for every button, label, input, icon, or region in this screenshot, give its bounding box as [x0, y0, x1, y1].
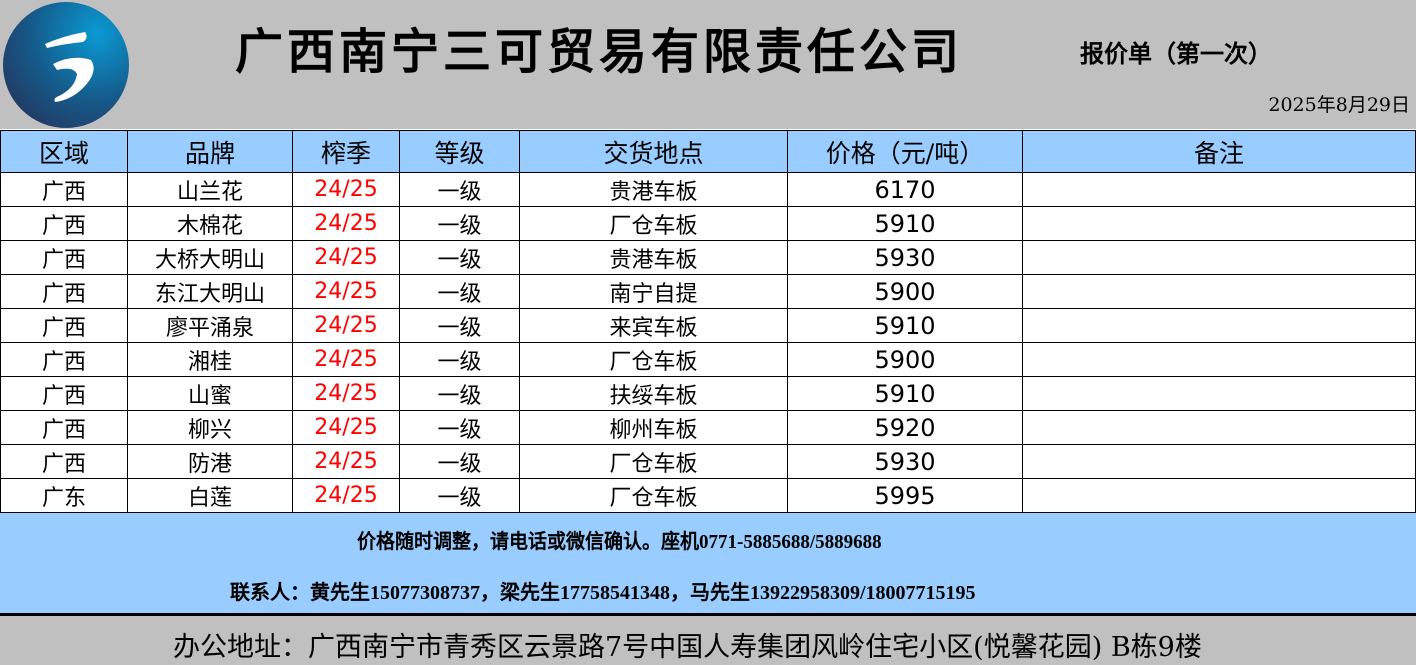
brand-cell: 湘桂 — [127, 342, 293, 377]
column-header: 区域 — [0, 130, 128, 173]
season-cell: 24/25 — [292, 274, 400, 309]
delivery-location-cell: 厂仓车板 — [519, 478, 788, 513]
remarks-cell — [1022, 172, 1416, 207]
grade-cell: 一级 — [399, 172, 520, 207]
delivery-location-cell: 来宾车板 — [519, 308, 788, 343]
region-cell: 广西 — [0, 240, 128, 275]
grade-cell: 一级 — [399, 342, 520, 377]
company-name: 广西南宁三可贸易有限责任公司 — [235, 24, 964, 80]
season-cell: 24/25 — [292, 308, 400, 343]
table-row: 广西 木棉花 24/25 一级 厂仓车板 5910 — [0, 206, 1416, 241]
delivery-location-cell: 柳州车板 — [519, 410, 788, 445]
price-table: 区域 品牌 榨季 等级 交货地点 价格（元/吨） 备注 广西 山兰花 24/25 一级 贵港车板 61… — [0, 130, 1416, 513]
sanke-logo-icon — [3, 2, 129, 128]
brand-cell: 廖平涌泉 — [127, 308, 293, 343]
price-cell: 5920 — [787, 410, 1023, 445]
grade-cell: 一级 — [399, 308, 520, 343]
quote-date: 2025年8月29日 — [1268, 94, 1410, 116]
delivery-location-cell: 贵港车板 — [519, 240, 788, 275]
delivery-location-cell: 贵港车板 — [519, 172, 788, 207]
table-row: 广西 湘桂 24/25 一级 厂仓车板 5900 — [0, 342, 1416, 377]
table-row: 广西 廖平涌泉 24/25 一级 来宾车板 5910 — [0, 308, 1416, 343]
table-row: 广西 山蜜 24/25 一级 扶绥车板 5910 — [0, 376, 1416, 411]
brand-cell: 山兰花 — [127, 172, 293, 207]
table-row: 广西 柳兴 24/25 一级 柳州车板 5920 — [0, 410, 1416, 445]
office-address: 办公地址：广西南宁市青秀区云景路7号中国人寿集团风岭住宅小区(悦馨花园) B栋9… — [173, 632, 1202, 663]
table-row: 广东 白莲 24/25 一级 厂仓车板 5995 — [0, 478, 1416, 513]
region-cell: 广西 — [0, 342, 128, 377]
column-header: 等级 — [399, 130, 520, 173]
price-cell: 5930 — [787, 444, 1023, 479]
table-row: 广西 山兰花 24/25 一级 贵港车板 6170 — [0, 172, 1416, 207]
delivery-location-cell: 扶绥车板 — [519, 376, 788, 411]
price-cell: 5910 — [787, 206, 1023, 241]
grade-cell: 一级 — [399, 240, 520, 275]
season-cell: 24/25 — [292, 342, 400, 377]
brand-cell: 木棉花 — [127, 206, 293, 241]
price-cell: 5900 — [787, 342, 1023, 377]
grade-cell: 一级 — [399, 410, 520, 445]
remarks-cell — [1022, 410, 1416, 445]
table-header-row: 区域 品牌 榨季 等级 交货地点 价格（元/吨） 备注 — [0, 130, 1416, 173]
region-cell: 广东 — [0, 478, 128, 513]
region-cell: 广西 — [0, 376, 128, 411]
remarks-cell — [1022, 240, 1416, 275]
document-type: 报价单（第一次） — [1080, 39, 1272, 68]
grade-cell: 一级 — [399, 206, 520, 241]
remarks-cell — [1022, 274, 1416, 309]
price-notice: 价格随时调整，请电话或微信确认。座机0771-5885688/5889688 — [357, 531, 882, 553]
price-cell: 5910 — [787, 308, 1023, 343]
grade-cell: 一级 — [399, 274, 520, 309]
brand-cell: 山蜜 — [127, 376, 293, 411]
price-cell: 5900 — [787, 274, 1023, 309]
region-cell: 广西 — [0, 206, 128, 241]
delivery-location-cell: 厂仓车板 — [519, 342, 788, 377]
column-header: 交货地点 — [519, 130, 788, 173]
delivery-location-cell: 南宁自提 — [519, 274, 788, 309]
brand-cell: 防港 — [127, 444, 293, 479]
header: 广西南宁三可贸易有限责任公司 报价单（第一次） 2025年8月29日 — [0, 0, 1416, 129]
column-header: 品牌 — [127, 130, 293, 173]
season-cell: 24/25 — [292, 478, 400, 513]
remarks-cell — [1022, 342, 1416, 377]
contacts: 联系人：黄先生15077308737，梁先生17758541348，马先生139… — [230, 582, 976, 604]
brand-cell: 柳兴 — [127, 410, 293, 445]
remarks-cell — [1022, 206, 1416, 241]
remarks-cell — [1022, 308, 1416, 343]
season-cell: 24/25 — [292, 172, 400, 207]
season-cell: 24/25 — [292, 206, 400, 241]
footer: 办公地址：广西南宁市青秀区云景路7号中国人寿集团风岭住宅小区(悦馨花园) B栋9… — [0, 616, 1416, 665]
remarks-cell — [1022, 478, 1416, 513]
table-row: 广西 东江大明山 24/25 一级 南宁自提 5900 — [0, 274, 1416, 309]
brand-cell: 东江大明山 — [127, 274, 293, 309]
region-cell: 广西 — [0, 308, 128, 343]
delivery-location-cell: 厂仓车板 — [519, 444, 788, 479]
table-row: 广西 防港 24/25 一级 厂仓车板 5930 — [0, 444, 1416, 479]
brand-cell: 大桥大明山 — [127, 240, 293, 275]
column-header: 榨季 — [292, 130, 400, 173]
notes: 价格随时调整，请电话或微信确认。座机0771-5885688/5889688 联… — [0, 513, 1416, 616]
season-cell: 24/25 — [292, 444, 400, 479]
season-cell: 24/25 — [292, 240, 400, 275]
price-cell: 5910 — [787, 376, 1023, 411]
region-cell: 广西 — [0, 172, 128, 207]
region-cell: 广西 — [0, 274, 128, 309]
price-cell: 6170 — [787, 172, 1023, 207]
region-cell: 广西 — [0, 444, 128, 479]
table-row: 广西 大桥大明山 24/25 一级 贵港车板 5930 — [0, 240, 1416, 275]
region-cell: 广西 — [0, 410, 128, 445]
price-cell: 5930 — [787, 240, 1023, 275]
remarks-cell — [1022, 376, 1416, 411]
season-cell: 24/25 — [292, 376, 400, 411]
grade-cell: 一级 — [399, 444, 520, 479]
grade-cell: 一级 — [399, 376, 520, 411]
season-cell: 24/25 — [292, 410, 400, 445]
grade-cell: 一级 — [399, 478, 520, 513]
remarks-cell — [1022, 444, 1416, 479]
price-cell: 5995 — [787, 478, 1023, 513]
brand-cell: 白莲 — [127, 478, 293, 513]
column-header: 价格（元/吨） — [787, 130, 1023, 173]
column-header: 备注 — [1022, 130, 1416, 173]
delivery-location-cell: 厂仓车板 — [519, 206, 788, 241]
